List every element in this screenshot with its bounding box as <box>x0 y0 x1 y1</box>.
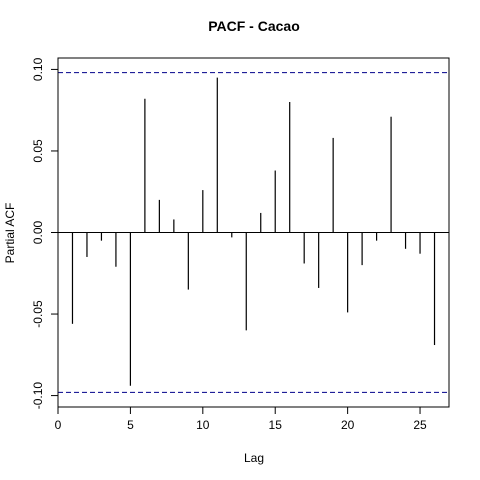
x-tick-label: 20 <box>341 418 355 432</box>
y-tick-label: -0.10 <box>31 382 45 410</box>
y-tick-label: -0.05 <box>31 300 45 328</box>
x-tick-label: 10 <box>196 418 210 432</box>
x-axis: 0 5 10 15 20 25 <box>55 406 427 432</box>
y-axis: -0.10 -0.05 0.00 0.05 0.10 <box>31 57 59 410</box>
y-axis-label: Partial ACF <box>3 203 17 264</box>
y-tick-label: 0.00 <box>31 220 45 244</box>
x-axis-label: Lag <box>244 451 264 465</box>
y-tick-label: 0.05 <box>31 139 45 163</box>
x-tick-label: 5 <box>127 418 134 432</box>
x-tick-label: 25 <box>413 418 427 432</box>
confidence-bounds <box>58 72 449 393</box>
y-tick-label: 0.10 <box>31 57 45 81</box>
pacf-bars <box>71 77 436 386</box>
x-tick-label: 15 <box>269 418 283 432</box>
chart-title: PACF - Cacao <box>208 18 300 34</box>
x-tick-label: 0 <box>55 418 62 432</box>
